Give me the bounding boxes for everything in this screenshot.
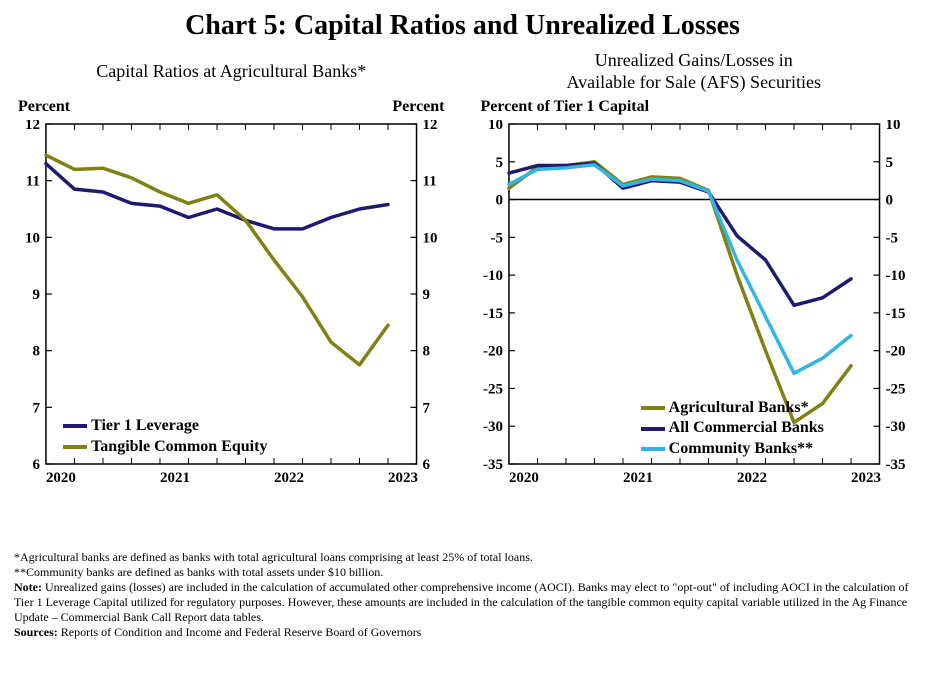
footnotes: *Agricultural banks are defined as banks… bbox=[0, 546, 925, 640]
svg-text:-35: -35 bbox=[885, 457, 905, 473]
sources-label: Sources: bbox=[14, 625, 58, 639]
svg-text:2022: 2022 bbox=[737, 470, 767, 486]
left-legend: Tier 1 LeverageTangible Common Equity bbox=[63, 416, 267, 458]
svg-text:12: 12 bbox=[25, 120, 40, 133]
svg-text:0: 0 bbox=[885, 193, 892, 209]
svg-text:-5: -5 bbox=[490, 230, 502, 246]
note-label: Note: bbox=[14, 580, 42, 594]
svg-text:-10: -10 bbox=[885, 268, 905, 284]
svg-text:-20: -20 bbox=[885, 344, 905, 360]
charts-row: Capital Ratios at Agricultural Banks* Pe… bbox=[0, 46, 925, 546]
footnote-note: Note: Unrealized gains (losses) are incl… bbox=[14, 580, 911, 625]
svg-text:7: 7 bbox=[32, 400, 40, 416]
legend-label: Agricultural Banks* bbox=[669, 398, 809, 419]
svg-text:10: 10 bbox=[423, 230, 438, 246]
svg-text:2021: 2021 bbox=[160, 470, 190, 486]
svg-text:2023: 2023 bbox=[388, 470, 418, 486]
svg-text:-5: -5 bbox=[885, 230, 897, 246]
legend-label: Tier 1 Leverage bbox=[91, 416, 199, 437]
svg-text:8: 8 bbox=[32, 344, 39, 360]
svg-text:-20: -20 bbox=[482, 344, 502, 360]
legend-swatch bbox=[641, 406, 665, 410]
svg-text:-10: -10 bbox=[482, 268, 502, 284]
right-subtitle: Unrealized Gains/Losses inAvailable for … bbox=[473, 46, 916, 98]
sources-text: Reports of Condition and Income and Fede… bbox=[58, 625, 422, 639]
legend-label: All Commercial Banks bbox=[669, 418, 824, 439]
svg-text:11: 11 bbox=[423, 174, 437, 190]
svg-text:6: 6 bbox=[32, 457, 40, 473]
legend-item: All Commercial Banks bbox=[641, 418, 824, 439]
legend-item: Tier 1 Leverage bbox=[63, 416, 267, 437]
svg-text:10: 10 bbox=[487, 120, 502, 133]
svg-text:-35: -35 bbox=[482, 457, 502, 473]
left-panel: Capital Ratios at Agricultural Banks* Pe… bbox=[0, 46, 463, 546]
right-panel: Unrealized Gains/Losses inAvailable for … bbox=[463, 46, 925, 546]
left-subtitle: Capital Ratios at Agricultural Banks* bbox=[10, 46, 453, 98]
svg-text:-25: -25 bbox=[885, 381, 905, 397]
footnote-sources: Sources: Reports of Condition and Income… bbox=[14, 625, 911, 640]
svg-text:12: 12 bbox=[423, 120, 438, 133]
svg-text:11: 11 bbox=[26, 174, 40, 190]
chart-main-title: Chart 5: Capital Ratios and Unrealized L… bbox=[0, 0, 925, 46]
svg-text:6: 6 bbox=[423, 457, 431, 473]
svg-text:-15: -15 bbox=[885, 306, 905, 322]
legend-label: Community Banks** bbox=[669, 439, 813, 460]
svg-text:10: 10 bbox=[885, 120, 900, 133]
right-legend: Agricultural Banks*All Commercial BanksC… bbox=[641, 398, 824, 460]
svg-text:2020: 2020 bbox=[508, 470, 538, 486]
svg-text:0: 0 bbox=[495, 193, 502, 209]
svg-text:2020: 2020 bbox=[46, 470, 76, 486]
legend-label: Tangible Common Equity bbox=[91, 437, 267, 458]
left-ylabel-right: Percent bbox=[392, 98, 444, 120]
legend-item: Community Banks** bbox=[641, 439, 824, 460]
svg-text:2021: 2021 bbox=[622, 470, 652, 486]
svg-text:2022: 2022 bbox=[274, 470, 304, 486]
svg-text:7: 7 bbox=[423, 400, 431, 416]
svg-text:10: 10 bbox=[25, 230, 40, 246]
legend-swatch bbox=[641, 427, 665, 431]
svg-text:8: 8 bbox=[423, 344, 430, 360]
svg-text:9: 9 bbox=[423, 287, 430, 303]
legend-item: Tangible Common Equity bbox=[63, 437, 267, 458]
svg-text:-30: -30 bbox=[482, 419, 502, 435]
left-plot-wrap: 6 6 7 7 8 8 9 9 10 10 11 11 12 12 2020 2021 2022 2023 Tie… bbox=[10, 120, 453, 490]
svg-text:5: 5 bbox=[495, 155, 502, 171]
legend-swatch bbox=[63, 424, 87, 428]
svg-text:-30: -30 bbox=[885, 419, 905, 435]
svg-text:9: 9 bbox=[32, 287, 39, 303]
legend-swatch bbox=[641, 447, 665, 451]
footnote-ag: *Agricultural banks are defined as banks… bbox=[14, 550, 911, 565]
svg-text:-15: -15 bbox=[482, 306, 502, 322]
svg-text:5: 5 bbox=[885, 155, 892, 171]
right-ylabel-left: Percent of Tier 1 Capital bbox=[481, 98, 650, 120]
left-ylabel-left: Percent bbox=[18, 98, 70, 120]
right-plot-wrap: -35 -35 -30 -30 -25 -25 -20 -20 -15 -15 -10 -10 -5 -5… bbox=[473, 120, 916, 490]
footnote-comm: **Community banks are defined as banks w… bbox=[14, 565, 911, 580]
legend-item: Agricultural Banks* bbox=[641, 398, 824, 419]
svg-text:2023: 2023 bbox=[851, 470, 881, 486]
note-text: Unrealized gains (losses) are included i… bbox=[14, 580, 909, 624]
svg-text:-25: -25 bbox=[482, 381, 502, 397]
legend-swatch bbox=[63, 445, 87, 449]
